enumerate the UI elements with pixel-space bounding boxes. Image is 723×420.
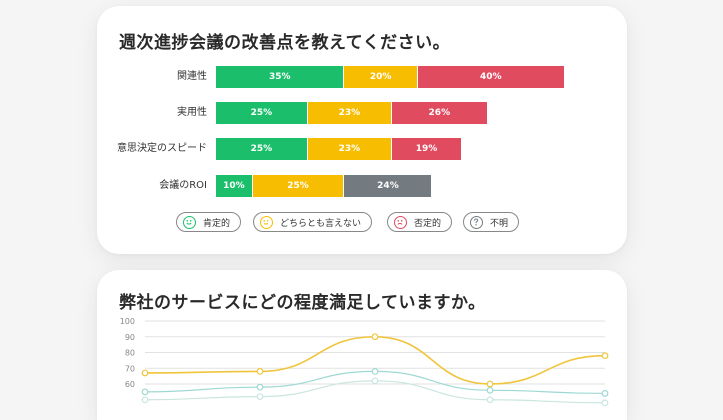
bar-track: 35% 20% 40% [216,66,616,88]
data-point[interactable] [141,388,149,396]
data-point[interactable] [601,390,609,397]
legend-label: 肯定的 [203,218,231,229]
frown-face-icon [394,215,407,229]
bar-track: 10% 25% 24% [216,175,616,197]
bar-segment[interactable]: 20% [344,66,418,88]
chart-legend: 肯定的 どちらとも言えない 否定的 不明 [97,212,627,234]
smile-face-icon [183,215,196,229]
bar-segment[interactable]: 19% [392,138,462,160]
bar-segment[interactable]: 25% [216,102,308,124]
legend-negative[interactable]: 否定的 [387,212,453,232]
data-point[interactable] [371,368,379,375]
data-point[interactable] [371,333,379,341]
bar-segment[interactable]: 35% [216,66,345,88]
data-point[interactable] [601,399,609,407]
bar-row: 実用性 25% 23% 26% [97,102,627,124]
survey-title: 弊社のサービスにどの程度満足していますか。 [119,293,486,313]
bar-segment[interactable]: 24% [344,175,433,197]
data-point[interactable] [601,352,609,360]
y-tick-label: 100 [120,317,135,326]
bar-row: 意思決定のスピード 25% 23% 19% [97,138,627,160]
bar-segment[interactable]: 25% [216,138,308,160]
data-point[interactable] [371,377,379,385]
question-icon [470,215,483,229]
category-label: 会議のROI [159,180,207,191]
bar-segment[interactable]: 23% [307,102,393,124]
bar-track: 25% 23% 19% [216,138,616,160]
y-tick-label: 90 [125,333,135,342]
survey-card-improvement: 週次進捗会議の改善点を教えてください。 関連性 35% 20% 40% 実用性 25% 23… [97,6,627,254]
bar-segment[interactable]: 25% [252,175,345,197]
data-point[interactable] [256,368,264,375]
y-tick-label: 60 [125,380,135,389]
data-point[interactable] [141,369,149,377]
bar-track: 25% 23% 26% [216,102,616,124]
survey-title: 週次進捗会議の改善点を教えてください。 [119,33,451,53]
data-point[interactable] [256,393,264,400]
data-point[interactable] [256,383,264,391]
legend-label: 否定的 [414,218,442,229]
y-tick-label: 80 [125,349,135,358]
legend-label: どちらとも言えない [280,218,362,229]
category-label: 実用性 [177,107,207,118]
legend-unknown[interactable]: 不明 [463,212,520,232]
neutral-face-icon [260,215,273,229]
survey-card-satisfaction: 弊社のサービスにどの程度満足していますか。 100 90 80 70 60 [97,270,627,420]
bar-row: 会議のROI 10% 25% 24% [97,175,627,197]
bar-row: 関連性 35% 20% 40% [97,66,627,88]
line-chart: 100 90 80 70 60 [120,317,609,407]
bar-segment[interactable]: 23% [307,138,393,160]
legend-label: 不明 [490,218,509,229]
legend-positive[interactable]: 肯定的 [176,212,242,232]
data-point[interactable] [486,380,494,388]
data-point[interactable] [486,386,494,394]
category-label: 意思決定のスピード [117,143,207,154]
series-line-0 [144,335,606,385]
legend-neutral[interactable]: どちらとも言えない [253,212,373,232]
category-label: 関連性 [177,71,207,82]
bar-segment[interactable]: 40% [417,66,565,88]
y-tick-label: 70 [125,364,135,373]
bar-segment[interactable]: 10% [216,175,253,197]
bar-segment[interactable]: 26% [392,102,488,124]
